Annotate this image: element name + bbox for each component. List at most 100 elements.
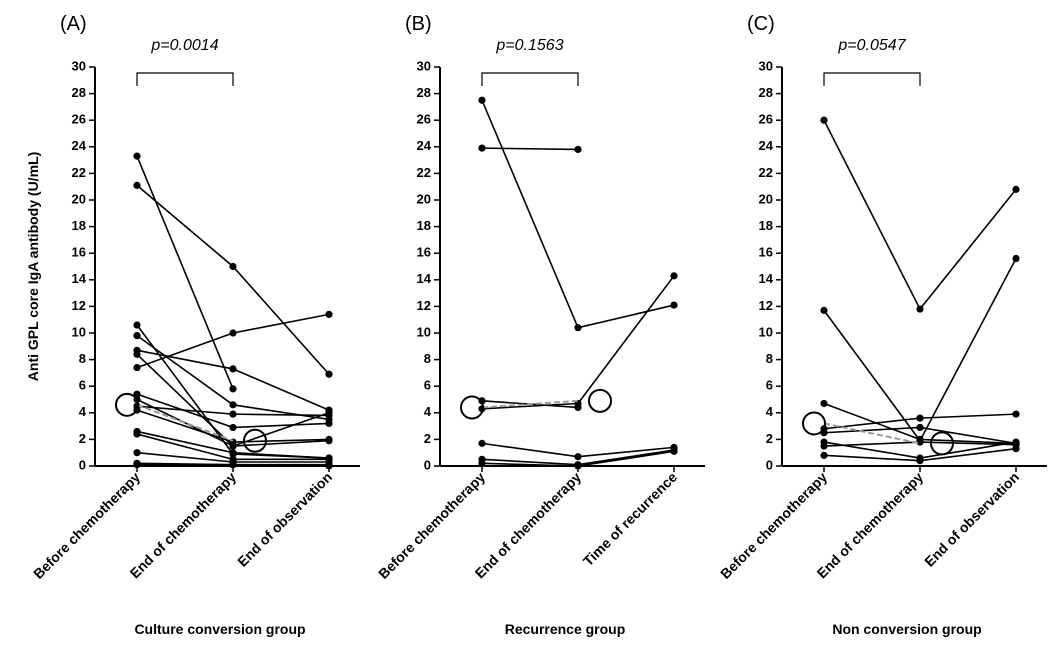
patient-point	[820, 116, 828, 124]
y-tick-label: 4	[424, 404, 432, 419]
y-tick-label: 18	[72, 218, 86, 233]
patient-line	[823, 258, 1017, 443]
patient-point	[229, 461, 237, 469]
patient-point	[325, 462, 333, 470]
patient-point	[325, 419, 333, 428]
x-tick-label: End of chemotherapy	[472, 469, 585, 582]
x-axis-label: Culture conversion group	[134, 621, 305, 637]
bracket	[823, 72, 921, 86]
x-tick-label: End of observation	[921, 469, 1022, 570]
y-tick-label: 30	[417, 58, 431, 73]
y-tick-label: 8	[766, 351, 773, 366]
y-tick-label: 22	[759, 165, 773, 180]
y-tick-label: 26	[759, 112, 773, 127]
patient-point	[133, 430, 141, 438]
y-tick-label: 28	[72, 85, 86, 100]
patient-point	[229, 423, 237, 432]
patient-point	[820, 399, 828, 408]
y-tick-label: 28	[759, 85, 773, 100]
x-tick-label: End of chemotherapy	[127, 469, 240, 582]
summary-line	[136, 403, 234, 442]
p-value: p=0.0547	[837, 37, 906, 54]
patient-point	[670, 447, 678, 455]
patient-point	[325, 435, 333, 443]
y-tick-label: 30	[72, 58, 86, 73]
summary-point	[930, 431, 954, 456]
patient-line	[481, 99, 675, 329]
x-axis-label: Recurrence group	[505, 621, 626, 637]
patient-point	[229, 410, 237, 418]
patient-point	[820, 451, 828, 459]
patient-point	[670, 301, 678, 309]
y-tick-label: 26	[417, 112, 431, 127]
y-tick-label: 8	[79, 351, 86, 366]
patient-line	[481, 275, 675, 410]
y-tick-label: 10	[72, 324, 86, 339]
x-axis-label: Non conversion group	[832, 621, 981, 637]
patient-point	[820, 306, 828, 314]
x-tick-label: Time of recurrence	[580, 469, 680, 569]
y-tick-label: 12	[72, 298, 86, 313]
summary-point	[460, 395, 484, 420]
y-tick-label: 22	[72, 165, 86, 180]
bracket	[136, 72, 234, 86]
x-tick-label: Before chemotherapy	[717, 469, 830, 582]
summary-point	[243, 428, 267, 453]
y-tick-label: 14	[417, 271, 432, 286]
patient-point	[133, 152, 141, 160]
patient-line	[481, 147, 579, 151]
y-tick-label: 20	[759, 191, 773, 206]
patient-point	[229, 329, 237, 337]
p-value: p=0.0014	[150, 37, 218, 54]
y-tick-label: 12	[417, 298, 431, 313]
y-tick-label: 6	[79, 378, 86, 393]
patient-line	[136, 349, 330, 411]
y-tick-label: 4	[79, 404, 87, 419]
summary-point	[802, 411, 826, 436]
patient-line	[136, 184, 330, 375]
y-tick-label: 20	[72, 191, 86, 206]
y-tick-label: 12	[759, 298, 773, 313]
y-tick-label: 14	[759, 271, 774, 286]
patient-point	[325, 310, 333, 318]
summary-line	[823, 422, 921, 445]
patient-point	[1012, 254, 1020, 263]
patient-point	[229, 449, 237, 457]
patient-point	[229, 385, 237, 393]
p-value: p=0.1563	[495, 37, 563, 54]
y-tick-label: 28	[417, 85, 431, 100]
patient-point	[478, 96, 486, 104]
y-tick-label: 0	[424, 457, 431, 472]
y-tick-label: 10	[759, 324, 773, 339]
y-tick-label: 24	[72, 138, 87, 153]
patient-point	[133, 449, 141, 457]
y-tick-label: 2	[766, 431, 773, 446]
y-tick-label: 6	[424, 378, 431, 393]
patient-point	[820, 442, 828, 450]
patient-point	[229, 401, 237, 409]
y-tick-label: 0	[79, 457, 86, 472]
patient-point	[574, 403, 582, 412]
patient-point	[325, 370, 333, 378]
y-tick-label: 16	[759, 245, 773, 260]
bracket	[481, 72, 579, 86]
patient-point	[478, 459, 486, 467]
y-tick-label: 24	[759, 138, 774, 153]
patient-point	[478, 144, 486, 152]
y-tick-label: 22	[417, 165, 431, 180]
patient-point	[133, 321, 141, 329]
patient-point	[916, 457, 924, 465]
patient-point	[574, 453, 582, 461]
x-tick-label: Before chemotherapy	[30, 469, 143, 582]
y-tick-label: 14	[72, 271, 87, 286]
y-tick-label: 0	[766, 457, 773, 472]
patient-point	[133, 181, 141, 189]
y-tick-label: 24	[417, 138, 432, 153]
patient-point	[916, 414, 924, 422]
patient-point	[1012, 445, 1020, 453]
y-tick-label: 18	[759, 218, 773, 233]
x-tick-label: End of chemotherapy	[814, 469, 927, 582]
patient-point	[133, 363, 141, 372]
